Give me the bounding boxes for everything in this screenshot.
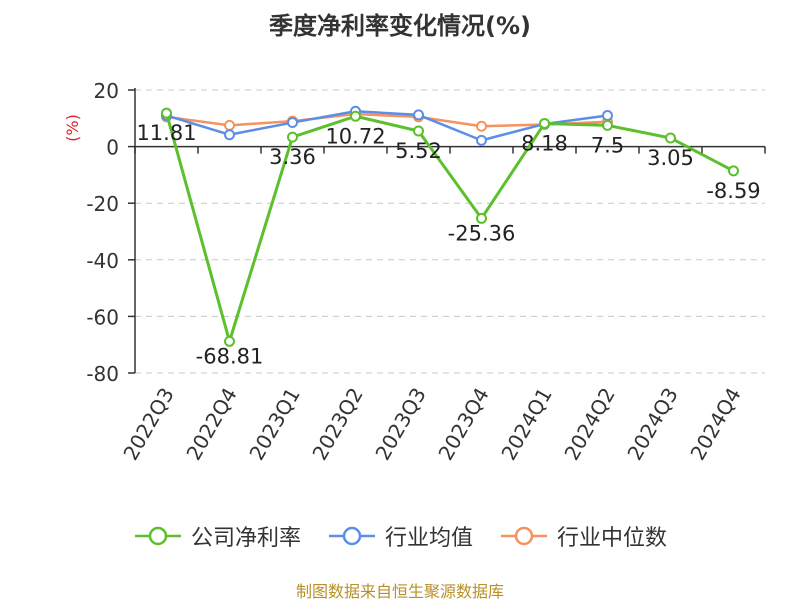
x-tick-label: 2022Q4 [181,384,241,465]
data-point [476,134,487,146]
x-tick-labels: 2022Q3 2022Q4 2023Q1 2023Q2 2023Q3 2023Q4 2024… [118,384,745,465]
data-point [413,125,424,137]
legend-item[interactable]: 公司净利率 [133,520,301,552]
data-point [287,131,298,143]
data-point [413,109,424,121]
data-label: 8.18 [521,131,568,155]
legend-item[interactable]: 行业中位数 [499,520,667,552]
y-tick-labels: 20 0 -20 -40 -60 -80 [86,79,119,386]
legend-label: 行业均值 [384,526,473,551]
data-label: 5.52 [395,139,442,163]
series-lines [161,105,739,347]
data-label: 3.05 [647,146,694,170]
x-tick-label: 2024Q4 [685,384,745,465]
series-line [166,112,608,128]
legend-marker-icon [501,526,547,546]
data-point [224,129,235,141]
data-label: 7.5 [591,133,624,157]
y-tick-label: -20 [86,192,119,216]
y-tick-label: 0 [106,136,119,160]
x-tick-label: 2024Q1 [496,384,556,465]
legend-item[interactable]: 行业均值 [327,520,473,552]
data-point [476,212,487,224]
y-tick-label: -60 [86,305,119,329]
legend: 公司净利率 行业均值 行业中位数 [0,520,800,552]
data-label: 10.72 [325,124,385,148]
grid-lines [135,89,765,374]
legend-marker-icon [134,526,181,546]
legend-label: 行业中位数 [557,526,668,551]
series-line [165,112,735,343]
series-line [166,109,608,142]
x-tick-label: 2023Q1 [244,384,304,465]
data-point [224,335,235,347]
y-axis-label: (%) [63,114,82,142]
chart-title: 季度净利率变化情况(%) [269,12,531,40]
data-point [602,109,613,121]
legend-circle [514,526,534,546]
legend-marker-icon [328,526,375,546]
axes [128,88,766,374]
legend-circle [342,526,362,546]
x-tick-label: 2024Q2 [559,384,619,465]
x-tick-label: 2024Q3 [622,384,682,465]
data-point [665,132,676,144]
data-point [224,119,235,131]
data-point [287,117,298,129]
x-tick-label: 2023Q2 [307,384,367,465]
legend-circle [148,526,168,546]
y-tick-label: -80 [86,362,119,386]
data-label: -8.59 [706,179,760,203]
data-point [539,117,550,129]
source-note: 制图数据来自恒生聚源数据库 [295,582,504,601]
data-point [350,110,361,122]
x-tick-label: 2023Q3 [370,384,430,465]
data-point [728,165,739,177]
legend-label: 公司净利率 [190,526,301,551]
y-tick-label: -40 [86,249,119,273]
data-label: -25.36 [448,221,516,245]
data-labels: 11.81 -68.81 3.36 10.72 5.52 -25.36 8.18 7.5 3.0… [136,121,760,368]
data-point [161,107,172,119]
data-label: -68.81 [196,344,264,368]
y-tick-label: 20 [94,79,119,103]
data-point [476,120,487,132]
data-point [602,119,613,131]
x-tick-label: 2023Q4 [433,384,493,465]
x-tick-label: 2022Q3 [118,384,178,465]
data-label: 3.36 [269,145,316,169]
data-label: 11.81 [136,121,196,145]
